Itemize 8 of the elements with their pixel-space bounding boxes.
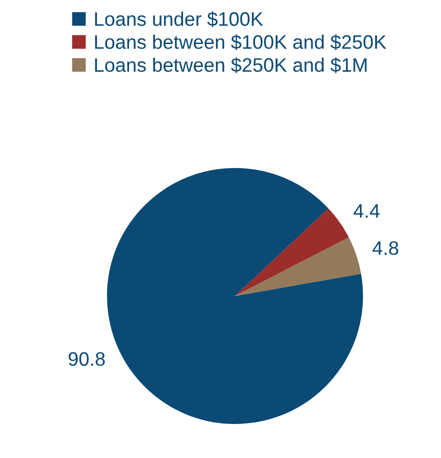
legend-label: Loans between $100K and $250K [95,34,386,50]
data-label: 90.8 [68,352,105,366]
data-label: 4.4 [354,204,380,218]
data-label: 4.8 [372,241,398,255]
legend-label: Loans under $100K [95,11,264,28]
legend-label: Loans between $250K and $1M [95,57,367,74]
pie-slice [235,208,349,296]
pie-slice [235,237,362,296]
